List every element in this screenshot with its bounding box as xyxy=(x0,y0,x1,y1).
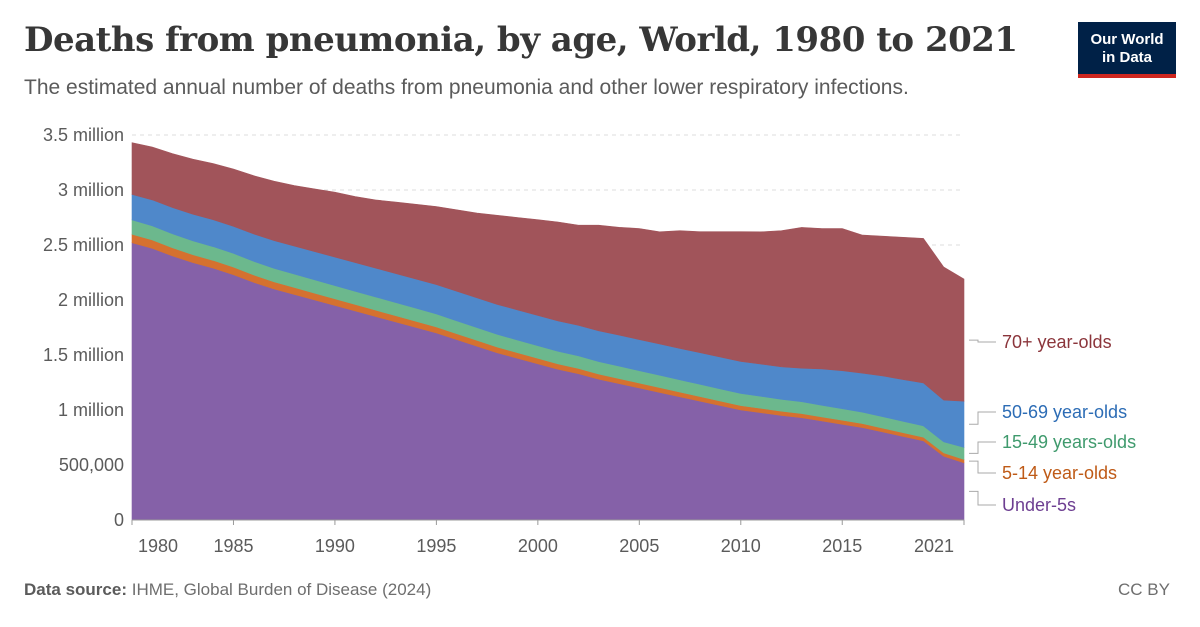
data-source-label: Data source: xyxy=(24,580,127,599)
data-source: Data source: IHME, Global Burden of Dise… xyxy=(24,580,431,600)
legend: 70+ year-olds 50-69 year-olds 15-49 years-… xyxy=(969,332,1136,515)
legend-connector xyxy=(969,441,996,454)
chart-subtitle: The estimated annual number of deaths fr… xyxy=(24,76,909,99)
x-tick-label: 1985 xyxy=(213,536,253,556)
x-tick-label: 1980 xyxy=(138,536,178,556)
y-tick-label: 3.5 million xyxy=(43,125,124,145)
x-tick-label: 2000 xyxy=(518,536,558,556)
legend-label[interactable]: 50-69 year-olds xyxy=(1002,402,1127,422)
x-tick-label: 2015 xyxy=(822,536,862,556)
x-tick-label: 2005 xyxy=(619,536,659,556)
y-tick-label: 500,000 xyxy=(59,455,124,475)
axes: 0 500,000 1 million 1.5 million 2 million 2.5… xyxy=(43,125,965,556)
area-series-4[interactable] xyxy=(131,142,965,402)
logo-line-1: Our World xyxy=(1090,31,1164,48)
license-link[interactable]: CC BY xyxy=(1118,580,1170,599)
y-tick-label: 2.5 million xyxy=(43,235,124,255)
data-source-text[interactable]: IHME, Global Burden of Disease (2024) xyxy=(131,580,432,599)
legend-connector xyxy=(969,490,996,506)
legend-connector xyxy=(969,411,996,425)
legend-label[interactable]: Under-5s xyxy=(1002,495,1076,515)
logo-line-2: in Data xyxy=(1101,49,1152,66)
legend-label[interactable]: 70+ year-olds xyxy=(1002,332,1112,352)
y-tick-label: 2 million xyxy=(58,290,124,310)
owid-logo[interactable]: Our World in Data xyxy=(1078,22,1176,78)
y-tick-label: 1.5 million xyxy=(43,345,124,365)
y-tick-label: 0 xyxy=(114,510,124,530)
x-tick-label: 2021 xyxy=(914,536,954,556)
x-tick-label: 2010 xyxy=(721,536,761,556)
legend-label[interactable]: 15-49 years-olds xyxy=(1002,432,1136,452)
y-tick-label: 1 million xyxy=(58,400,124,420)
legend-connector xyxy=(969,339,996,343)
legend-connector xyxy=(969,460,996,474)
chart-title: Deaths from pneumonia, by age, World, 19… xyxy=(24,20,1018,60)
x-tick-label: 1990 xyxy=(315,536,355,556)
legend-label[interactable]: 5-14 year-olds xyxy=(1002,463,1117,483)
y-tick-label: 3 million xyxy=(58,180,124,200)
x-tick-label: 1995 xyxy=(416,536,456,556)
stacked-areas xyxy=(131,142,965,521)
